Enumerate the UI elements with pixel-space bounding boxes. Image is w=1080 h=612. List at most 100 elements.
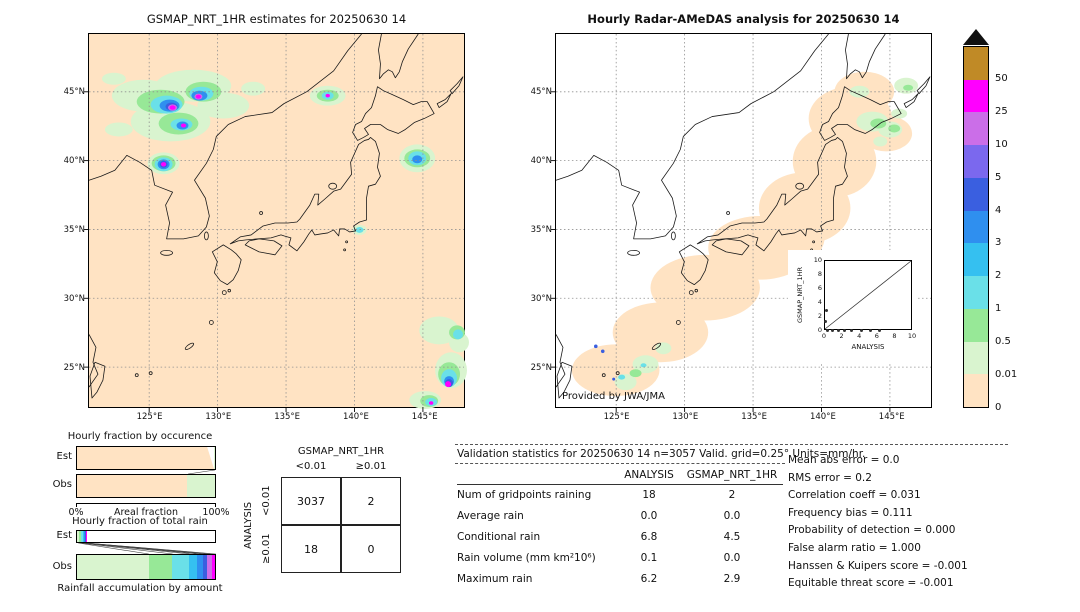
y-tick-label: 40°N [63,155,85,166]
inset-diagonal-line [824,260,912,330]
score-line: RMS error = 0.2 [788,471,872,484]
inset-x-tick-label: 4 [857,332,862,340]
scatter-point [825,309,829,313]
colorbar-tick-label: 25 [995,105,1008,117]
bar-segment [77,555,149,579]
colorbar-tick-label: 2 [995,270,1002,282]
y-tick-label: 45°N [63,86,85,97]
bar-segment [84,531,85,542]
score-line: Correlation coeff = 0.031 [788,489,921,502]
x-tick-label: 125°E [603,412,630,422]
bar-segment [212,555,215,579]
y-tick-label: 30°N [63,294,85,305]
score-line: Probability of detection = 0.000 [788,524,956,537]
bar-segment [85,531,87,542]
bar-segment [206,555,213,579]
precipitation-layer [101,69,469,409]
validation-header-analysis: ANALYSIS [617,466,681,485]
right-map-title: Hourly Radar-AMeDAS analysis for 2025063… [587,12,900,26]
inset-x-tick-label: 10 [907,332,917,340]
inset-x-tick-label: 2 [839,332,844,340]
colorbar-segment [964,341,988,375]
bar-segment [202,555,207,579]
est-bar-notch [207,447,215,469]
occurrence-axis-min: 0% [68,507,84,518]
stat-value-analysis: 0.0 [640,509,658,522]
contingency-cell: 18 [281,525,341,573]
contingency-cell: 3037 [281,477,341,525]
scatter-point [842,328,846,332]
occurrence-connector [187,470,216,474]
validation-table: ANALYSIS GSMAP_NRT_1HR Num of gridpoints… [457,466,783,589]
stat-value-analysis: 6.2 [640,572,658,585]
colorbar-tick-label: 0.5 [995,336,1011,348]
validation-header-row: ANALYSIS GSMAP_NRT_1HR [457,466,783,485]
precipitation-layer [571,71,919,397]
occurrence-est-label: Est [56,451,72,462]
inset-y-tick-label: 6 [817,284,822,292]
stat-value-analysis: 18 [642,488,656,501]
x-tick-label: 135°E [741,412,768,422]
bar-segment [77,447,215,469]
inset-y-tick-label: 4 [817,298,822,306]
validation-row: Maximum rain 6.2 2.9 [457,568,783,589]
stat-value-gsmap: 4.5 [723,530,741,543]
x-tick-label: 140°E [342,412,369,422]
stat-value-gsmap: 2.9 [723,572,741,585]
contingency-col-label-ge: ≥0.01 [355,461,387,472]
scatter-point [824,319,828,323]
stat-value-gsmap: 0.0 [723,509,741,522]
total-rain-est-label: Est [56,530,72,541]
stat-label: Average rain [457,509,524,522]
validation-title: Validation statistics for 20250630 14 n=… [457,448,866,460]
validation-header-blank [457,466,617,485]
x-tick-label: 135°E [274,412,301,422]
score-list: Mean abs error = 0.0 RMS error = 0.2 Corre… [788,452,1018,593]
bar-segment [77,475,188,497]
y-tick-label: 35°N [63,224,85,235]
y-tick-label: 40°N [530,155,552,166]
occurrence-axis-max: 100% [202,507,230,518]
colorbar-segment [964,210,988,244]
left-map-title: GSMAP_NRT_1HR estimates for 20250630 14 [146,12,407,26]
colorbar-segments [963,46,989,408]
x-tick-label: 145°E [411,412,438,422]
bar-segment [87,531,215,542]
bar-segment [79,531,82,542]
contingency-col-group: GSMAP_NRT_1HR [297,446,385,457]
y-tick-label: 45°N [530,86,552,97]
gsmap-map-svg [83,33,469,413]
bar-segment [188,555,198,579]
total-rain-chart-title: Hourly fraction of total rain [72,516,208,527]
contingency-col-label-lt: <0.01 [295,461,327,472]
stat-value-analysis: 6.8 [640,530,658,543]
inset-y-tick-label: 8 [817,270,822,278]
colorbar-tick-label: 50 [995,72,1008,84]
stat-value-gsmap: 0.0 [723,551,741,564]
stat-value-analysis: 0.1 [640,551,658,564]
scatter-point [849,328,853,332]
inset-scatter-panel: GSMAP_NRT_1HR ANALYSIS 0 2 4 6 8 10 0 2 4 6 8 10 [788,250,916,364]
colorbar-tick-label: 3 [995,237,1002,249]
x-tick-label: 145°E [878,412,905,422]
score-line: Frequency bias = 0.111 [788,506,913,519]
bar-segment [197,555,203,579]
contingency-row-label-lt: <0.01 [261,485,272,517]
score-line: Mean abs error = 0.0 [788,454,900,466]
bar-segment [86,531,87,542]
inset-scatter-plot [824,260,912,332]
dashed-rule-top [455,444,1008,445]
y-tick-label: 25°N [63,363,85,374]
colorbar-segment [964,374,988,408]
colorbar-tick-label: 4 [995,204,1002,216]
total-rain-obs-label: Obs [52,561,72,572]
colorbar-segment [964,79,988,113]
occurrence-obs-label: Obs [52,479,72,490]
score-line: Equitable threat score = -0.001 [788,577,954,590]
y-tick-label: 25°N [530,363,552,374]
bar-segment [148,555,173,579]
contingency-cell: 0 [341,525,401,573]
radar-amedas-map: GSMAP_NRT_1HR ANALYSIS 0 2 4 6 8 10 0 2 4 6 8 10 Pr… [531,33,932,422]
stat-label: Rain volume (mm km²10⁶) [457,551,596,564]
